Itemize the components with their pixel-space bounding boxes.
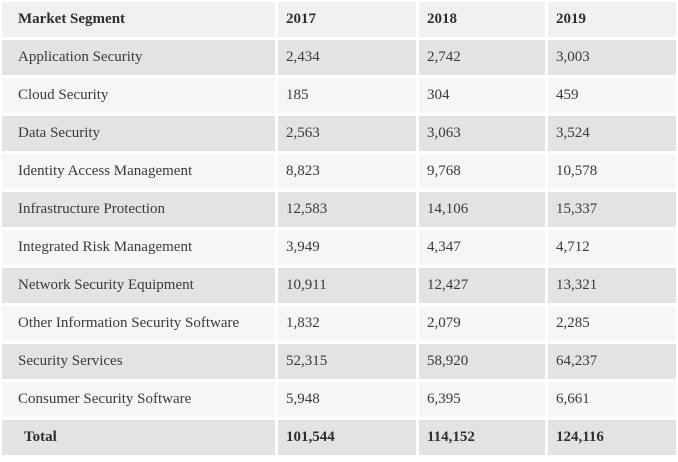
row-label: Infrastructure Protection <box>2 192 275 227</box>
table-row: Infrastructure Protection 12,583 14,106 15,… <box>2 192 676 227</box>
row-label: Network Security Equipment <box>2 268 275 303</box>
cell-value: 15,337 <box>548 192 676 227</box>
cell-value: 2,079 <box>419 306 545 341</box>
cell-value: 1,832 <box>278 306 416 341</box>
row-label: Integrated Risk Management <box>2 230 275 265</box>
row-label: Other Information Security Software <box>2 306 275 341</box>
total-value: 124,116 <box>548 420 676 455</box>
row-label: Data Security <box>2 116 275 151</box>
table-row: Security Services 52,315 58,920 64,237 <box>2 344 676 379</box>
cell-value: 3,524 <box>548 116 676 151</box>
cell-value: 13,321 <box>548 268 676 303</box>
row-label: Application Security <box>2 40 275 75</box>
table-row: Integrated Risk Management 3,949 4,347 4,71… <box>2 230 676 265</box>
cell-value: 3,949 <box>278 230 416 265</box>
cell-value: 12,427 <box>419 268 545 303</box>
total-row: Total 101,544 114,152 124,116 <box>2 420 676 455</box>
cell-value: 4,712 <box>548 230 676 265</box>
cell-value: 4,347 <box>419 230 545 265</box>
cell-value: 3,063 <box>419 116 545 151</box>
cell-value: 6,661 <box>548 382 676 417</box>
table-row: Cloud Security 185 304 459 <box>2 78 676 113</box>
header-row: Market Segment 2017 2018 2019 <box>2 2 676 37</box>
row-label: Identity Access Management <box>2 154 275 189</box>
cell-value: 64,237 <box>548 344 676 379</box>
total-value: 101,544 <box>278 420 416 455</box>
column-header-market-segment: Market Segment <box>2 2 275 37</box>
cell-value: 10,578 <box>548 154 676 189</box>
column-header-year: 2018 <box>419 2 545 37</box>
cell-value: 12,583 <box>278 192 416 227</box>
total-value: 114,152 <box>419 420 545 455</box>
cell-value: 58,920 <box>419 344 545 379</box>
cell-value: 2,563 <box>278 116 416 151</box>
cell-value: 459 <box>548 78 676 113</box>
column-header-year: 2019 <box>548 2 676 37</box>
cell-value: 6,395 <box>419 382 545 417</box>
cell-value: 52,315 <box>278 344 416 379</box>
cell-value: 2,742 <box>419 40 545 75</box>
row-label: Cloud Security <box>2 78 275 113</box>
column-header-year: 2017 <box>278 2 416 37</box>
table-row: Other Information Security Software 1,832… <box>2 306 676 341</box>
cell-value: 2,285 <box>548 306 676 341</box>
cell-value: 9,768 <box>419 154 545 189</box>
table-row: Identity Access Management 8,823 9,768 10,5… <box>2 154 676 189</box>
table-row: Consumer Security Software 5,948 6,395 6,66… <box>2 382 676 417</box>
table-row: Application Security 2,434 2,742 3,003 <box>2 40 676 75</box>
table-row: Network Security Equipment 10,911 12,427 13… <box>2 268 676 303</box>
cell-value: 8,823 <box>278 154 416 189</box>
cell-value: 304 <box>419 78 545 113</box>
row-label: Consumer Security Software <box>2 382 275 417</box>
cell-value: 14,106 <box>419 192 545 227</box>
row-label: Security Services <box>2 344 275 379</box>
cell-value: 2,434 <box>278 40 416 75</box>
cell-value: 5,948 <box>278 382 416 417</box>
table-row: Data Security 2,563 3,063 3,524 <box>2 116 676 151</box>
cell-value: 3,003 <box>548 40 676 75</box>
total-label: Total <box>2 420 275 455</box>
cell-value: 185 <box>278 78 416 113</box>
cell-value: 10,911 <box>278 268 416 303</box>
